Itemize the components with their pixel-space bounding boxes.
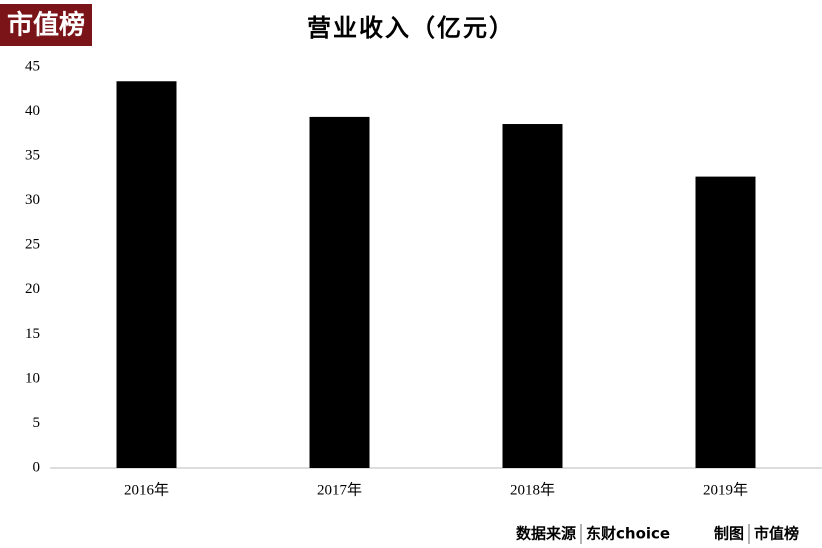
- bar: [695, 176, 756, 468]
- bar: [502, 124, 563, 468]
- x-tick-label: 2016年: [124, 481, 169, 498]
- chart-title: 营业收入（亿元）: [307, 14, 515, 42]
- x-tick-label: 2019年: [703, 481, 748, 498]
- y-tick-label: 0: [33, 459, 41, 475]
- y-tick-label: 10: [25, 370, 40, 386]
- y-tick-label: 40: [25, 103, 40, 119]
- credit: 市值榜: [754, 525, 799, 543]
- y-tick-label: 15: [25, 326, 40, 342]
- y-tick-label: 20: [25, 281, 40, 297]
- x-tick-label: 2017年: [317, 481, 362, 498]
- y-tick-label: 25: [25, 237, 40, 253]
- y-tick-label: 45: [25, 58, 40, 74]
- y-tick-label: 30: [25, 192, 40, 208]
- y-tick-label: 5: [33, 415, 41, 431]
- logo-box: [0, 4, 92, 46]
- x-tick-label: 2018年: [510, 481, 555, 498]
- y-tick-label: 35: [25, 148, 40, 164]
- credit-label: 制图: [714, 525, 744, 543]
- source: 东财choice: [586, 525, 670, 543]
- bar: [116, 81, 177, 468]
- source-label: 数据来源: [516, 525, 576, 543]
- bar: [309, 116, 370, 468]
- logo: 市值榜: [7, 10, 85, 41]
